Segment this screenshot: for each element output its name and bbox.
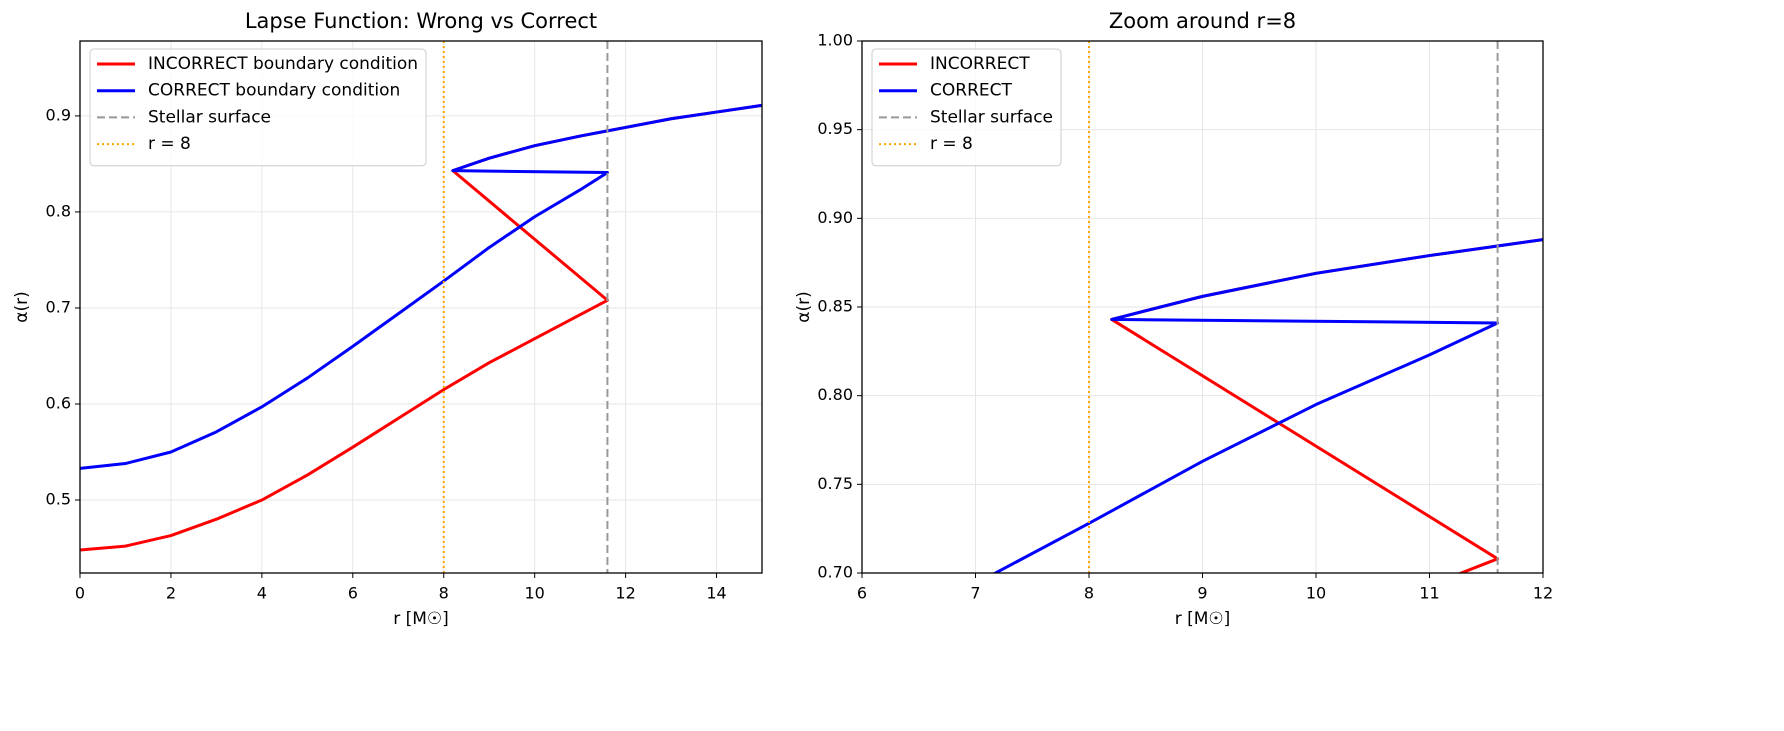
data-line <box>80 103 762 552</box>
axes-frame <box>79 40 763 574</box>
chart-title: Zoom around r=8 <box>1109 9 1296 33</box>
x-tick-label: 0 <box>75 584 85 603</box>
y-axis-label: α(r) <box>12 291 32 322</box>
axes-frame <box>861 40 1544 574</box>
legend-label: r = 8 <box>148 134 191 154</box>
legend-box <box>871 48 1062 167</box>
y-tick-label: 0.9 <box>46 105 71 124</box>
x-tick-label: 14 <box>706 584 726 603</box>
legend-label: Stellar surface <box>930 107 1053 127</box>
x-tick-label: 11 <box>1419 584 1439 603</box>
x-tick-label: 2 <box>166 584 176 603</box>
legend-label: INCORRECT boundary condition <box>148 54 418 74</box>
x-tick-label: 6 <box>348 584 358 603</box>
x-tick-label: 8 <box>439 584 449 603</box>
legend-label: INCORRECT <box>930 54 1030 74</box>
legend-label: CORRECT <box>930 81 1012 101</box>
x-tick-label: 10 <box>524 584 544 603</box>
y-tick-label: 0.75 <box>817 474 853 493</box>
x-tick-label: 7 <box>970 584 980 603</box>
plot-area <box>80 41 762 573</box>
legend-label: Stellar surface <box>148 107 271 127</box>
legend-label: r = 8 <box>930 134 973 154</box>
legend: INCORRECT CORRECT Stellar surface r = 8 <box>871 48 1062 167</box>
plot-area <box>992 41 1543 573</box>
legend-label: CORRECT boundary condition <box>148 81 400 101</box>
y-tick-label: 0.85 <box>817 297 853 316</box>
x-tick-label: 12 <box>615 584 635 603</box>
chart-title: Lapse Function: Wrong vs Correct <box>245 9 597 33</box>
data-line <box>80 103 762 470</box>
y-tick-label: 0.80 <box>817 385 853 404</box>
x-axis-label: r [M☉] <box>393 609 449 629</box>
y-axis-label: α(r) <box>794 291 814 322</box>
y-tick-label: 0.5 <box>46 490 71 509</box>
subplot: Lapse Function: Wrong vs Correct r [M☉] α(… <box>12 9 763 629</box>
y-tick-label: 0.90 <box>817 208 853 227</box>
legend: INCORRECT boundary condition CORRECT boun… <box>89 48 427 167</box>
x-tick-label: 12 <box>1533 584 1553 603</box>
y-tick-label: 0.95 <box>817 119 853 138</box>
legend-box <box>89 48 427 167</box>
x-tick-label: 8 <box>1084 584 1094 603</box>
x-axis-label: r [M☉] <box>1175 609 1231 629</box>
x-tick-label: 10 <box>1306 584 1326 603</box>
y-tick-label: 0.7 <box>46 297 71 316</box>
x-tick-label: 6 <box>857 584 867 603</box>
y-tick-label: 1.00 <box>817 31 853 50</box>
y-tick-label: 0.6 <box>46 393 71 412</box>
x-tick-label: 4 <box>257 584 267 603</box>
subplot: Zoom around r=8 r [M☉] α(r) 6 7 8 9 10 11 12 0.70 0… <box>794 9 1553 629</box>
x-tick-label: 9 <box>1197 584 1207 603</box>
y-tick-label: 0.8 <box>46 201 71 220</box>
data-line <box>992 238 1543 573</box>
y-tick-label: 0.70 <box>817 563 853 582</box>
